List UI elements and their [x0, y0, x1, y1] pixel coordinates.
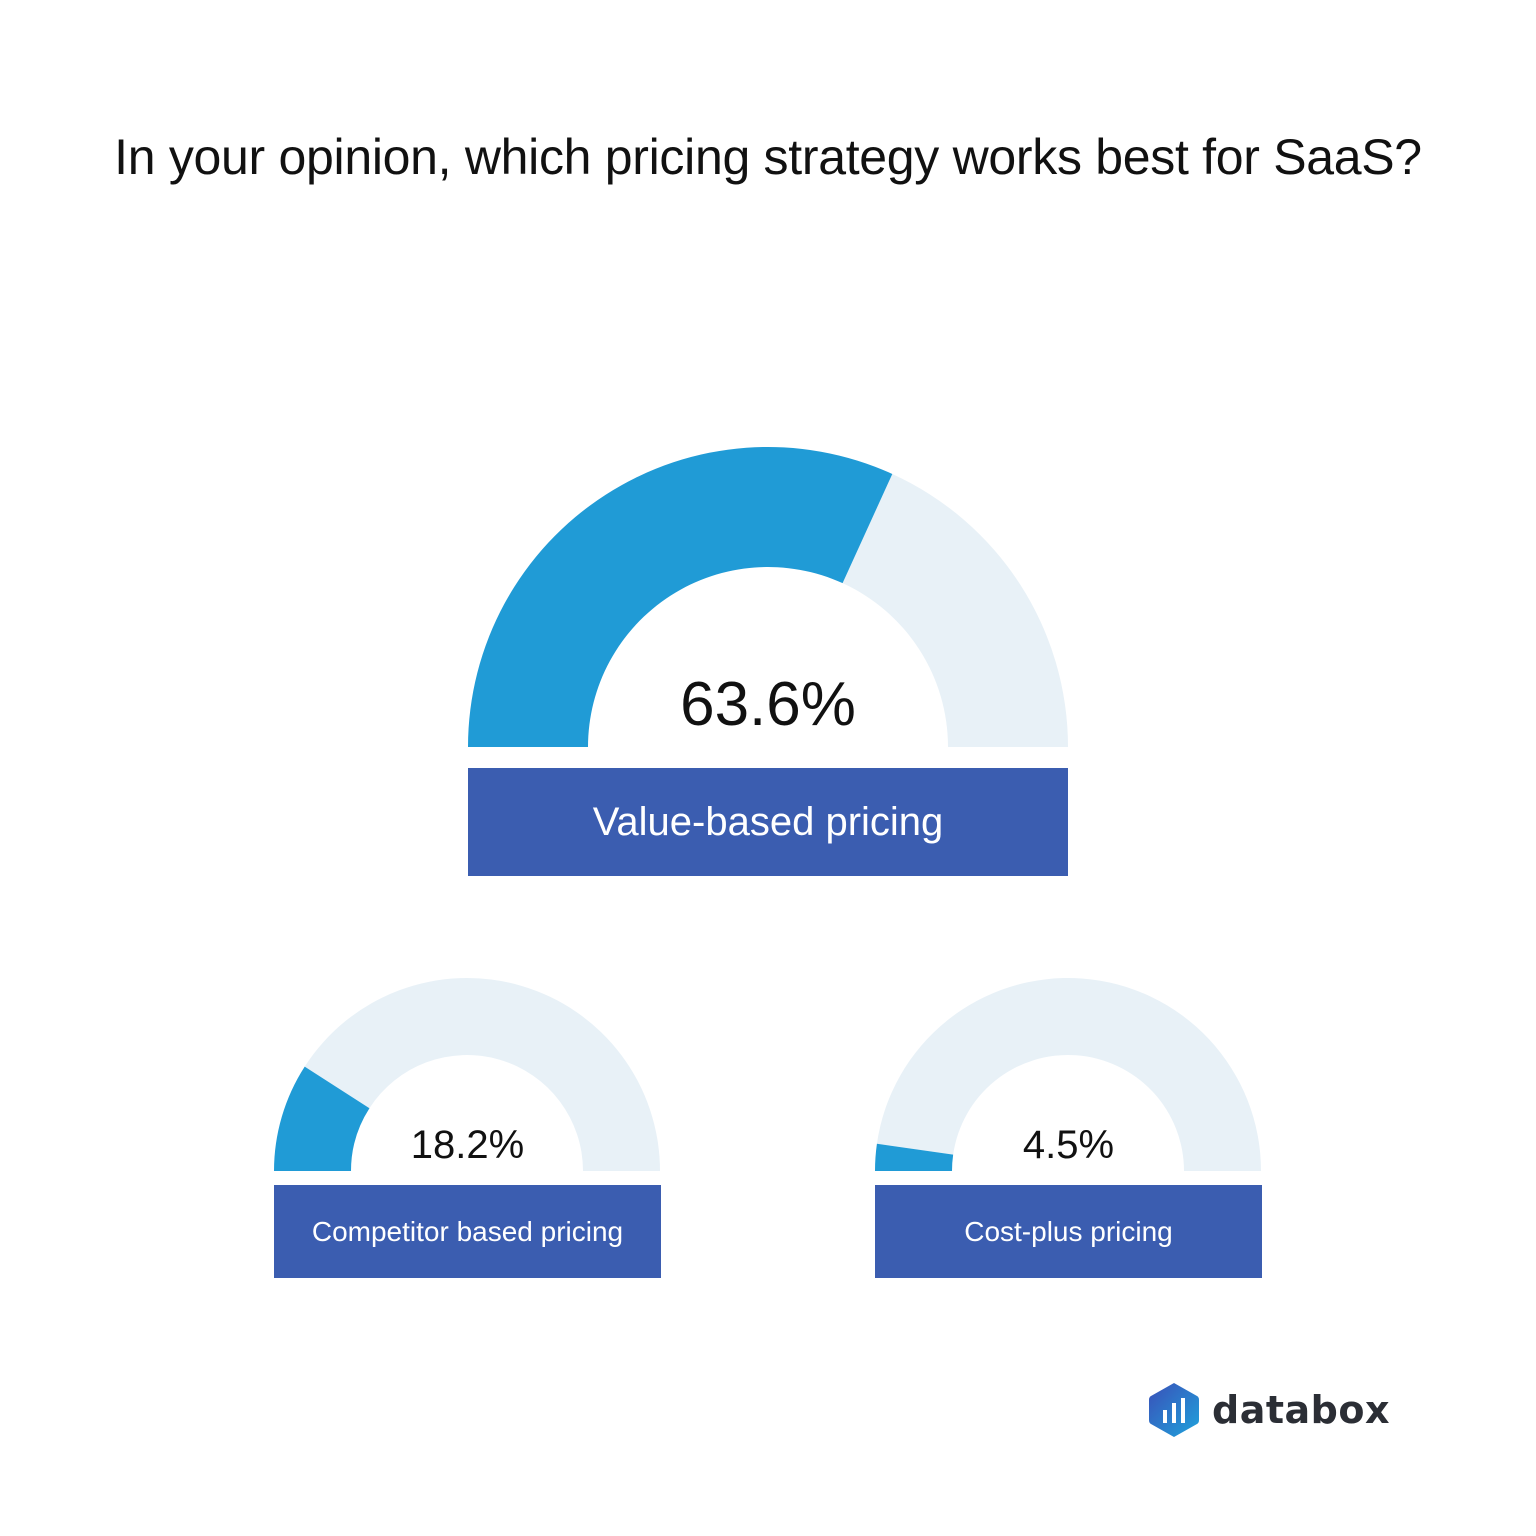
gauge-arc	[468, 447, 1068, 747]
gauge-track	[876, 978, 1261, 1171]
gauge-track	[842, 473, 1068, 747]
gauge-arc	[875, 978, 1261, 1171]
databox-logo-icon	[1149, 1383, 1199, 1437]
gauge-fill	[875, 1143, 954, 1171]
gauge-label: Cost-plus pricing	[875, 1185, 1262, 1278]
gauge-value: 63.6%	[680, 670, 856, 739]
gauge-label: Value-based pricing	[468, 768, 1068, 876]
gauge-fill	[468, 447, 893, 747]
gauge-cost-plus: 4.5% Cost-plus pricing	[875, 978, 1262, 1278]
gauge-value-based: 63.6% Value-based pricing	[468, 447, 1068, 877]
gauge-arc	[274, 978, 660, 1171]
gauge-value: 4.5%	[1022, 1123, 1115, 1167]
gauge-competitor-based: 18.2% Competitor based pricing	[274, 978, 661, 1278]
gauge-label: Competitor based pricing	[274, 1185, 661, 1278]
chart-title: In your opinion, which pricing strategy …	[114, 129, 1422, 185]
databox-logo: databox	[1148, 1381, 1390, 1439]
gauge-track	[304, 978, 660, 1171]
gauge-fill	[274, 1066, 370, 1171]
gauge-value: 18.2%	[410, 1123, 525, 1167]
brand-name: databox	[1212, 1388, 1390, 1432]
